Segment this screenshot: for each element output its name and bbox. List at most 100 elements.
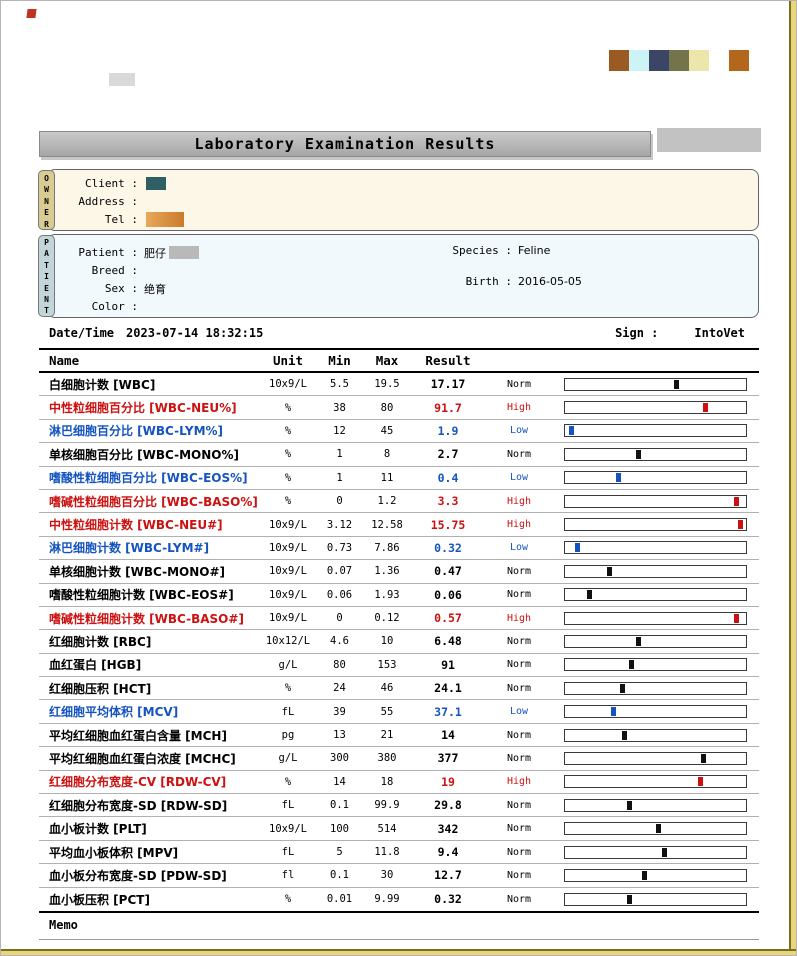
row-status-label: Low bbox=[509, 425, 529, 437]
table-row: 血红蛋白 [HGB] g/L 80 153 91 Norm bbox=[39, 654, 759, 678]
page-edge-bottom bbox=[1, 949, 796, 955]
row-unit: fL bbox=[281, 799, 295, 812]
row-bar-cell bbox=[554, 658, 759, 672]
result-marker bbox=[733, 613, 739, 623]
row-status-label: Norm bbox=[506, 565, 532, 577]
row-bar-cell bbox=[554, 401, 759, 415]
result-marker bbox=[610, 707, 616, 717]
logo-square bbox=[709, 50, 729, 71]
redacted-clinic-name bbox=[657, 128, 761, 152]
row-status-label: High bbox=[506, 495, 532, 507]
row-status-label: Low bbox=[509, 706, 529, 718]
table-row: 淋巴细胞百分比 [WBC-LYM%]% 12 45 1.9 Low bbox=[39, 420, 759, 444]
row-result: 15.75 bbox=[430, 517, 466, 532]
row-status-label: Norm bbox=[506, 823, 532, 835]
row-max: 9.99 bbox=[374, 893, 400, 906]
result-marker bbox=[737, 520, 743, 530]
header-result: Result bbox=[425, 353, 471, 368]
row-name: 红细胞计数 [RBC] bbox=[49, 634, 152, 649]
row-name: 血小板压积 [PCT] bbox=[49, 892, 150, 907]
result-marker bbox=[636, 449, 642, 459]
row-min: 0.07 bbox=[326, 565, 353, 578]
range-bar bbox=[564, 751, 747, 765]
row-min: 0.73 bbox=[326, 541, 353, 554]
row-min: 24 bbox=[333, 682, 346, 695]
row-result: 3.3 bbox=[437, 494, 459, 509]
row-max: 1.2 bbox=[377, 495, 397, 508]
row-unit: pg bbox=[281, 729, 295, 742]
row-min: 0.01 bbox=[326, 893, 353, 906]
row-status-label: Low bbox=[509, 542, 529, 554]
row-result: 29.8 bbox=[434, 798, 462, 813]
result-marker bbox=[619, 683, 625, 693]
row-result: 0.57 bbox=[434, 611, 462, 626]
row-max: 10 bbox=[380, 635, 394, 648]
row-min: 0.06 bbox=[326, 588, 353, 601]
row-min: 14 bbox=[333, 775, 346, 788]
table-row: 红细胞平均体积 [MCV] fL 39 55 37.1 Low bbox=[39, 700, 759, 724]
row-result: 91.7 bbox=[434, 400, 462, 415]
row-name: 血小板分布宽度-SD [PDW-SD] bbox=[49, 868, 227, 883]
row-bar-cell bbox=[554, 471, 759, 485]
report-title: Laboratory Examination Results bbox=[39, 131, 651, 157]
result-marker bbox=[697, 777, 703, 787]
row-bar-cell bbox=[554, 611, 759, 625]
logo-square bbox=[689, 50, 709, 71]
row-result: 91 bbox=[441, 657, 455, 672]
result-marker bbox=[569, 426, 575, 436]
row-min: 0.1 bbox=[330, 869, 349, 882]
row-max: 99.9 bbox=[374, 799, 400, 812]
row-max: 46 bbox=[380, 682, 394, 695]
result-marker bbox=[656, 824, 662, 834]
row-max: 45 bbox=[380, 424, 394, 437]
table-row: 红细胞分布宽度-CV [RDW-CV]% 14 18 19 High bbox=[39, 771, 759, 795]
datetime-value: 2023-07-14 18:32:15 bbox=[126, 326, 264, 340]
row-name: 红细胞分布宽度-SD [RDW-SD] bbox=[49, 798, 228, 813]
row-unit: 10x9/L bbox=[269, 565, 307, 578]
row-min: 12 bbox=[333, 424, 346, 437]
header-unit: Unit bbox=[272, 353, 304, 368]
row-result: 6.48 bbox=[434, 634, 462, 649]
table-row: 中性粒细胞计数 [WBC-NEU#] 10x9/L 3.12 12.58 15.75 Hi… bbox=[39, 513, 759, 537]
row-result: 2.7 bbox=[437, 447, 459, 462]
table-row: 血小板分布宽度-SD [PDW-SD] fl 0.1 30 12.7 Norm bbox=[39, 864, 759, 888]
row-max: 30 bbox=[380, 869, 394, 882]
row-status-label: Norm bbox=[506, 589, 532, 601]
row-unit: % bbox=[284, 775, 292, 788]
row-status-label: Norm bbox=[506, 729, 532, 741]
logo-square bbox=[669, 50, 689, 71]
row-status-label: Low bbox=[509, 472, 529, 484]
row-result: 0.4 bbox=[437, 470, 459, 485]
patient-panel: Patient : 肥仔 Breed : Sex : 绝育 Color : Sp… bbox=[47, 234, 759, 318]
row-unit: 10x9/L bbox=[269, 588, 307, 601]
row-unit: % bbox=[284, 448, 292, 461]
logo-squares bbox=[609, 50, 749, 71]
result-marker bbox=[674, 379, 680, 389]
row-unit: % bbox=[284, 424, 292, 437]
result-marker bbox=[628, 660, 634, 670]
table-row: 平均血小板体积 [MPV] fL 5 11.8 9.4 Norm bbox=[39, 841, 759, 865]
table-row: 红细胞计数 [RBC] 10x12/L 4.6 10 6.48 Norm bbox=[39, 630, 759, 654]
datetime-label: Date/Time bbox=[49, 326, 115, 340]
range-bar bbox=[564, 845, 747, 859]
row-unit: fL bbox=[281, 705, 295, 718]
row-unit: 10x9/L bbox=[269, 822, 307, 835]
row-max: 19.5 bbox=[374, 378, 400, 391]
row-name: 红细胞压积 [HCT] bbox=[49, 681, 152, 696]
row-unit: fl bbox=[281, 869, 295, 882]
row-min: 100 bbox=[330, 822, 349, 835]
range-bar bbox=[564, 822, 747, 836]
row-bar-cell bbox=[554, 681, 759, 695]
row-name: 平均红细胞血红蛋白浓度 [MCHC] bbox=[49, 751, 236, 766]
row-name: 淋巴细胞计数 [WBC-LYM#] bbox=[49, 541, 210, 556]
table-row: 平均红细胞血红蛋白浓度 [MCHC] g/L 300 380 377 Norm bbox=[39, 747, 759, 771]
corner-mark-icon bbox=[26, 9, 37, 18]
client-label: Client : bbox=[85, 177, 138, 190]
result-marker bbox=[607, 566, 613, 576]
row-result: 0.32 bbox=[434, 540, 462, 555]
row-bar-cell bbox=[554, 494, 759, 508]
range-bar bbox=[564, 377, 747, 391]
row-max: 80 bbox=[380, 401, 394, 414]
table-row: 嗜碱性粒细胞计数 [WBC-BASO#] 10x9/L 0 0.12 0.57 High bbox=[39, 607, 759, 631]
row-max: 1.36 bbox=[374, 565, 400, 578]
